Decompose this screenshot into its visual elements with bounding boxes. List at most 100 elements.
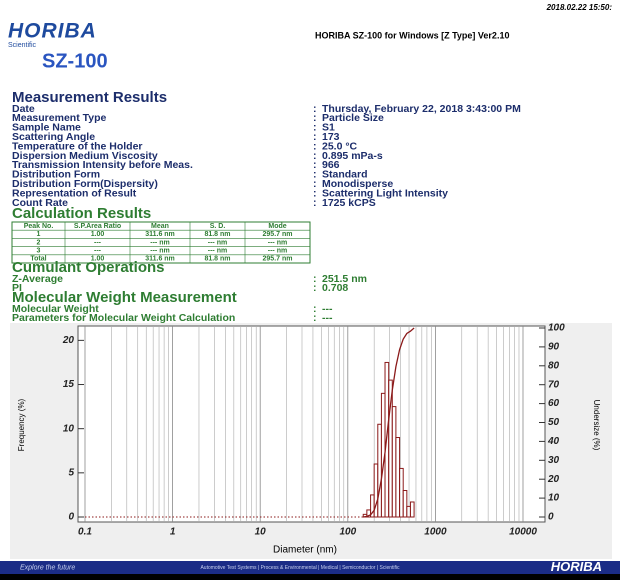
footer-strip bbox=[0, 574, 620, 580]
table-cell: --- nm bbox=[268, 239, 287, 246]
row-label: Measurement Type bbox=[12, 112, 106, 124]
histogram-bar bbox=[391, 406, 397, 518]
row-value: 173 bbox=[322, 131, 340, 143]
separator: : bbox=[313, 273, 317, 285]
row-value: 1725 kCPS bbox=[322, 197, 376, 209]
table-header: Mode bbox=[268, 223, 286, 230]
separator: : bbox=[313, 312, 317, 324]
row-label: Distribution Form(Dispersity) bbox=[12, 178, 158, 190]
y2-tick-label: 40 bbox=[547, 436, 560, 447]
row-value: --- bbox=[322, 303, 333, 315]
y2-tick-label: 50 bbox=[548, 417, 560, 428]
x-tick-label: 10000 bbox=[509, 527, 537, 538]
histogram-bar bbox=[409, 501, 415, 518]
table-cell: 81.8 nm bbox=[204, 256, 230, 263]
y2-tick-label: 100 bbox=[548, 323, 565, 334]
row-label: Representation of Result bbox=[12, 187, 137, 199]
table-header: S.P.Area Ratio bbox=[74, 223, 121, 230]
y2-axis-label: Undersize (%) bbox=[592, 400, 601, 451]
separator: : bbox=[313, 197, 317, 209]
x-tick-label: 0.1 bbox=[78, 527, 92, 538]
y-tick-label: 0 bbox=[68, 512, 74, 523]
y2-tick-label: 10 bbox=[548, 493, 560, 504]
table-cell: --- nm bbox=[150, 239, 169, 246]
table-cell: --- bbox=[94, 248, 102, 255]
row-label: PI bbox=[12, 282, 22, 294]
row-value: 251.5 nm bbox=[322, 273, 367, 285]
table-cell: --- nm bbox=[150, 248, 169, 255]
section-title: Calculation Results bbox=[12, 205, 151, 222]
x-tick-label: 100 bbox=[339, 527, 356, 538]
histogram-bar bbox=[395, 437, 401, 518]
row-value: Thursday, February 22, 2018 3:43:00 PM bbox=[322, 103, 521, 115]
table-cell: Total bbox=[30, 256, 46, 263]
histogram-bar bbox=[399, 467, 404, 518]
section-title: Molecular Weight Measurement bbox=[12, 289, 237, 306]
separator: : bbox=[313, 140, 317, 152]
y2-tick-label: 20 bbox=[547, 474, 560, 485]
row-value: Particle Size bbox=[322, 112, 384, 124]
row-label: Temperature of the Holder bbox=[12, 140, 143, 152]
histogram-bar bbox=[406, 505, 411, 518]
separator: : bbox=[313, 159, 317, 171]
separator: : bbox=[313, 187, 317, 199]
logo-tagline: Scientific bbox=[8, 42, 37, 49]
separator: : bbox=[313, 150, 317, 162]
table-cell: 1.00 bbox=[91, 256, 105, 263]
separator: : bbox=[313, 122, 317, 134]
software-version: HORIBA SZ-100 for Windows [Z Type] Ver2.… bbox=[315, 30, 509, 40]
separator: : bbox=[313, 131, 317, 143]
row-label: Z-Average bbox=[12, 273, 63, 285]
section-title: Measurement Results bbox=[12, 89, 167, 106]
row-label: Sample Name bbox=[12, 122, 81, 134]
undersize-curve bbox=[363, 327, 415, 518]
table-header: Mean bbox=[151, 223, 169, 230]
section-title: Cumulant Operations bbox=[12, 259, 165, 276]
row-value: S1 bbox=[322, 122, 335, 134]
row-label: Date bbox=[12, 103, 35, 115]
footer-slogan: Explore the future bbox=[20, 564, 75, 571]
table-cell: --- nm bbox=[268, 248, 287, 255]
row-label: Dispersion Medium Viscosity bbox=[12, 150, 158, 162]
separator: : bbox=[313, 303, 317, 315]
separator: : bbox=[313, 178, 317, 190]
table-cell: 295.7 nm bbox=[263, 256, 293, 263]
footer-brand: HORIBA bbox=[551, 559, 602, 574]
y2-tick-label: 30 bbox=[548, 455, 560, 466]
row-value: 0.708 bbox=[322, 282, 348, 294]
separator: : bbox=[313, 169, 317, 181]
row-value: 0.895 mPa-s bbox=[322, 150, 383, 162]
model: SZ-100 bbox=[42, 50, 108, 72]
row-value: Monodisperse bbox=[322, 178, 393, 190]
table-cell: 1.00 bbox=[91, 231, 105, 238]
y2-tick-label: 70 bbox=[548, 379, 560, 390]
separator: : bbox=[313, 103, 317, 115]
footer-divisions: Automotive Test Systems | Process & Envi… bbox=[200, 565, 400, 571]
row-value: 966 bbox=[322, 159, 340, 171]
table-header: S. D. bbox=[210, 223, 226, 230]
y2-tick-label: 60 bbox=[548, 398, 560, 409]
timestamp: 2018.02.22 15:50: bbox=[546, 3, 613, 12]
table-header: Peak No. bbox=[24, 223, 54, 230]
table-cell: --- nm bbox=[208, 248, 227, 255]
y-axis-label: Frequency (%) bbox=[17, 398, 26, 451]
row-label: Distribution Form bbox=[12, 169, 100, 181]
table-cell: 295.7 nm bbox=[263, 231, 293, 238]
y2-tick-label: 90 bbox=[548, 342, 560, 353]
row-value: Scattering Light Intensity bbox=[322, 187, 448, 199]
histogram-bar bbox=[377, 423, 382, 518]
plot-area bbox=[77, 325, 546, 523]
y-tick-label: 5 bbox=[68, 467, 74, 478]
row-label: Parameters for Molecular Weight Calculat… bbox=[12, 312, 235, 324]
table-cell: --- nm bbox=[208, 239, 227, 246]
logo: HORIBA bbox=[8, 20, 97, 43]
table-cell: 3 bbox=[37, 248, 41, 255]
x-axis-label: Diameter (nm) bbox=[273, 545, 337, 556]
row-value: 25.0 °C bbox=[322, 140, 358, 152]
footer-band bbox=[0, 561, 620, 574]
separator: : bbox=[313, 282, 317, 294]
table-cell: 311.6 nm bbox=[145, 256, 175, 263]
y-tick-label: 15 bbox=[63, 379, 75, 390]
row-value: --- bbox=[322, 312, 333, 324]
